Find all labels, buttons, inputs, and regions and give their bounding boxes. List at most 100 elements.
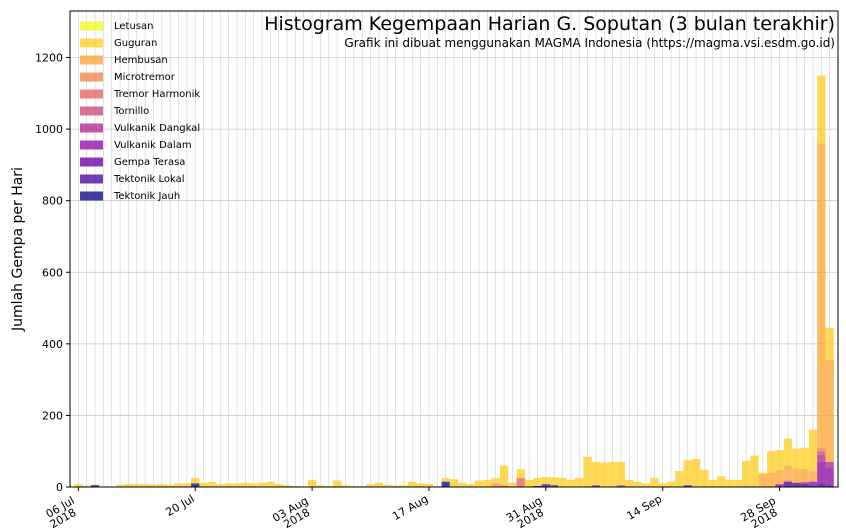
bar-segment <box>700 469 709 487</box>
bar-segment <box>491 483 500 487</box>
legend-label: Tektonik Lokal <box>113 174 185 185</box>
bar-segment <box>149 484 158 487</box>
bar-segment <box>558 478 567 487</box>
bar-segment <box>591 461 601 486</box>
bar-segment <box>508 482 517 487</box>
bar-segment <box>808 470 818 482</box>
bar-segment <box>775 469 784 485</box>
bar-segment <box>683 460 692 486</box>
bar-segment <box>825 359 834 462</box>
legend-label: Letusan <box>114 21 153 32</box>
bar-segment <box>641 483 651 487</box>
bar-segment <box>817 451 826 455</box>
legend-swatch <box>80 191 103 201</box>
bar-segment <box>291 485 300 487</box>
bar-segment <box>90 484 100 486</box>
bar-segment <box>767 472 776 487</box>
bar-segment <box>191 483 200 487</box>
bar-segment <box>441 478 450 482</box>
legend-label: Tektonik Jauh <box>113 191 180 202</box>
grid <box>70 11 838 488</box>
legend-label: Vulkanik Dalam <box>114 140 192 151</box>
plot-frame <box>69 10 839 488</box>
bar-segment <box>608 461 617 487</box>
bar-segment <box>349 485 358 487</box>
bar-segment <box>808 481 818 486</box>
bar-segment <box>600 462 609 487</box>
x-tick-label: 17 Aug <box>390 492 430 523</box>
bar-segment <box>683 485 692 487</box>
bar-segment <box>282 485 292 487</box>
bar-segment <box>249 483 258 487</box>
bar-segment <box>182 483 192 487</box>
bar-segment <box>316 485 325 487</box>
bar-segment <box>817 143 826 448</box>
bar-segment <box>424 484 434 487</box>
bar-segment <box>115 484 125 487</box>
bar-segment <box>90 485 100 487</box>
bar-segment <box>783 465 793 480</box>
legend-swatch <box>80 72 103 82</box>
y-tick-label: 200 <box>42 409 63 422</box>
bar-segment <box>399 485 409 487</box>
bar-segment <box>441 481 450 487</box>
bar-segment <box>825 461 834 468</box>
legend-label: Guguran <box>114 38 157 49</box>
bar-segment <box>216 484 225 487</box>
legend-label: Tremor Harmonik <box>113 89 200 100</box>
bar-segment <box>800 447 809 470</box>
bar-segment <box>274 484 283 487</box>
bar-segment <box>458 482 467 487</box>
chart-title: Histogram Kegempaan Harian G. Soputan (3… <box>264 13 835 35</box>
bar-segment <box>332 480 342 487</box>
bar-segment <box>232 483 242 487</box>
y-tick-label: 600 <box>42 266 63 279</box>
bar-segment <box>733 479 742 487</box>
bar-segment <box>533 485 542 487</box>
y-axis-label: Jumlah Gempa per Hari <box>10 167 26 332</box>
chart-subtitle: Grafik ini dibuat menggunakan MAGMA Indo… <box>344 36 835 50</box>
bar-segment <box>633 481 642 487</box>
bar-segment <box>817 461 826 484</box>
bar-segment <box>825 467 834 486</box>
legend-label: Microtremor <box>114 72 176 83</box>
bar-segment <box>625 479 634 487</box>
x-tick-label: 31 Aug 2018 <box>504 492 553 529</box>
legend-swatch <box>80 157 103 167</box>
bar-segment <box>207 481 217 487</box>
bar-segment <box>74 484 83 487</box>
x-tick-label: 03 Aug 2018 <box>270 492 319 529</box>
bar-segment <box>449 479 459 487</box>
bar-segment <box>583 456 592 487</box>
bar-segment <box>374 482 384 487</box>
bar-segment <box>383 484 392 487</box>
bar-segment <box>591 485 601 487</box>
bar-segment <box>516 478 525 487</box>
bar-segment <box>366 484 375 487</box>
bar-segment <box>616 485 626 487</box>
bar-segment <box>533 478 542 486</box>
x-tick-label: 14 Sep <box>625 492 665 522</box>
y-tick-label: 1000 <box>35 123 63 136</box>
bar-segment <box>166 484 175 487</box>
legend-swatch <box>80 123 103 133</box>
legend-swatch <box>80 174 103 184</box>
legend-swatch <box>80 106 103 116</box>
bar-segment <box>708 479 717 487</box>
bar-segment <box>324 485 333 487</box>
bar-segment <box>792 448 801 469</box>
bar-segment <box>817 454 826 462</box>
legend-swatch <box>80 55 103 65</box>
bar-segment <box>466 484 475 487</box>
bar-segment <box>408 481 417 487</box>
legend-label: Tornillo <box>113 106 149 117</box>
bar-segment <box>658 483 667 487</box>
bar-segment <box>550 477 559 486</box>
bar-segment <box>491 478 500 484</box>
legend-swatch <box>80 21 103 31</box>
legend-swatch <box>80 89 103 99</box>
bar-segment <box>140 484 150 487</box>
bar-segment <box>157 484 166 487</box>
x-tick-label: 06 Jul 2018 <box>42 492 85 529</box>
